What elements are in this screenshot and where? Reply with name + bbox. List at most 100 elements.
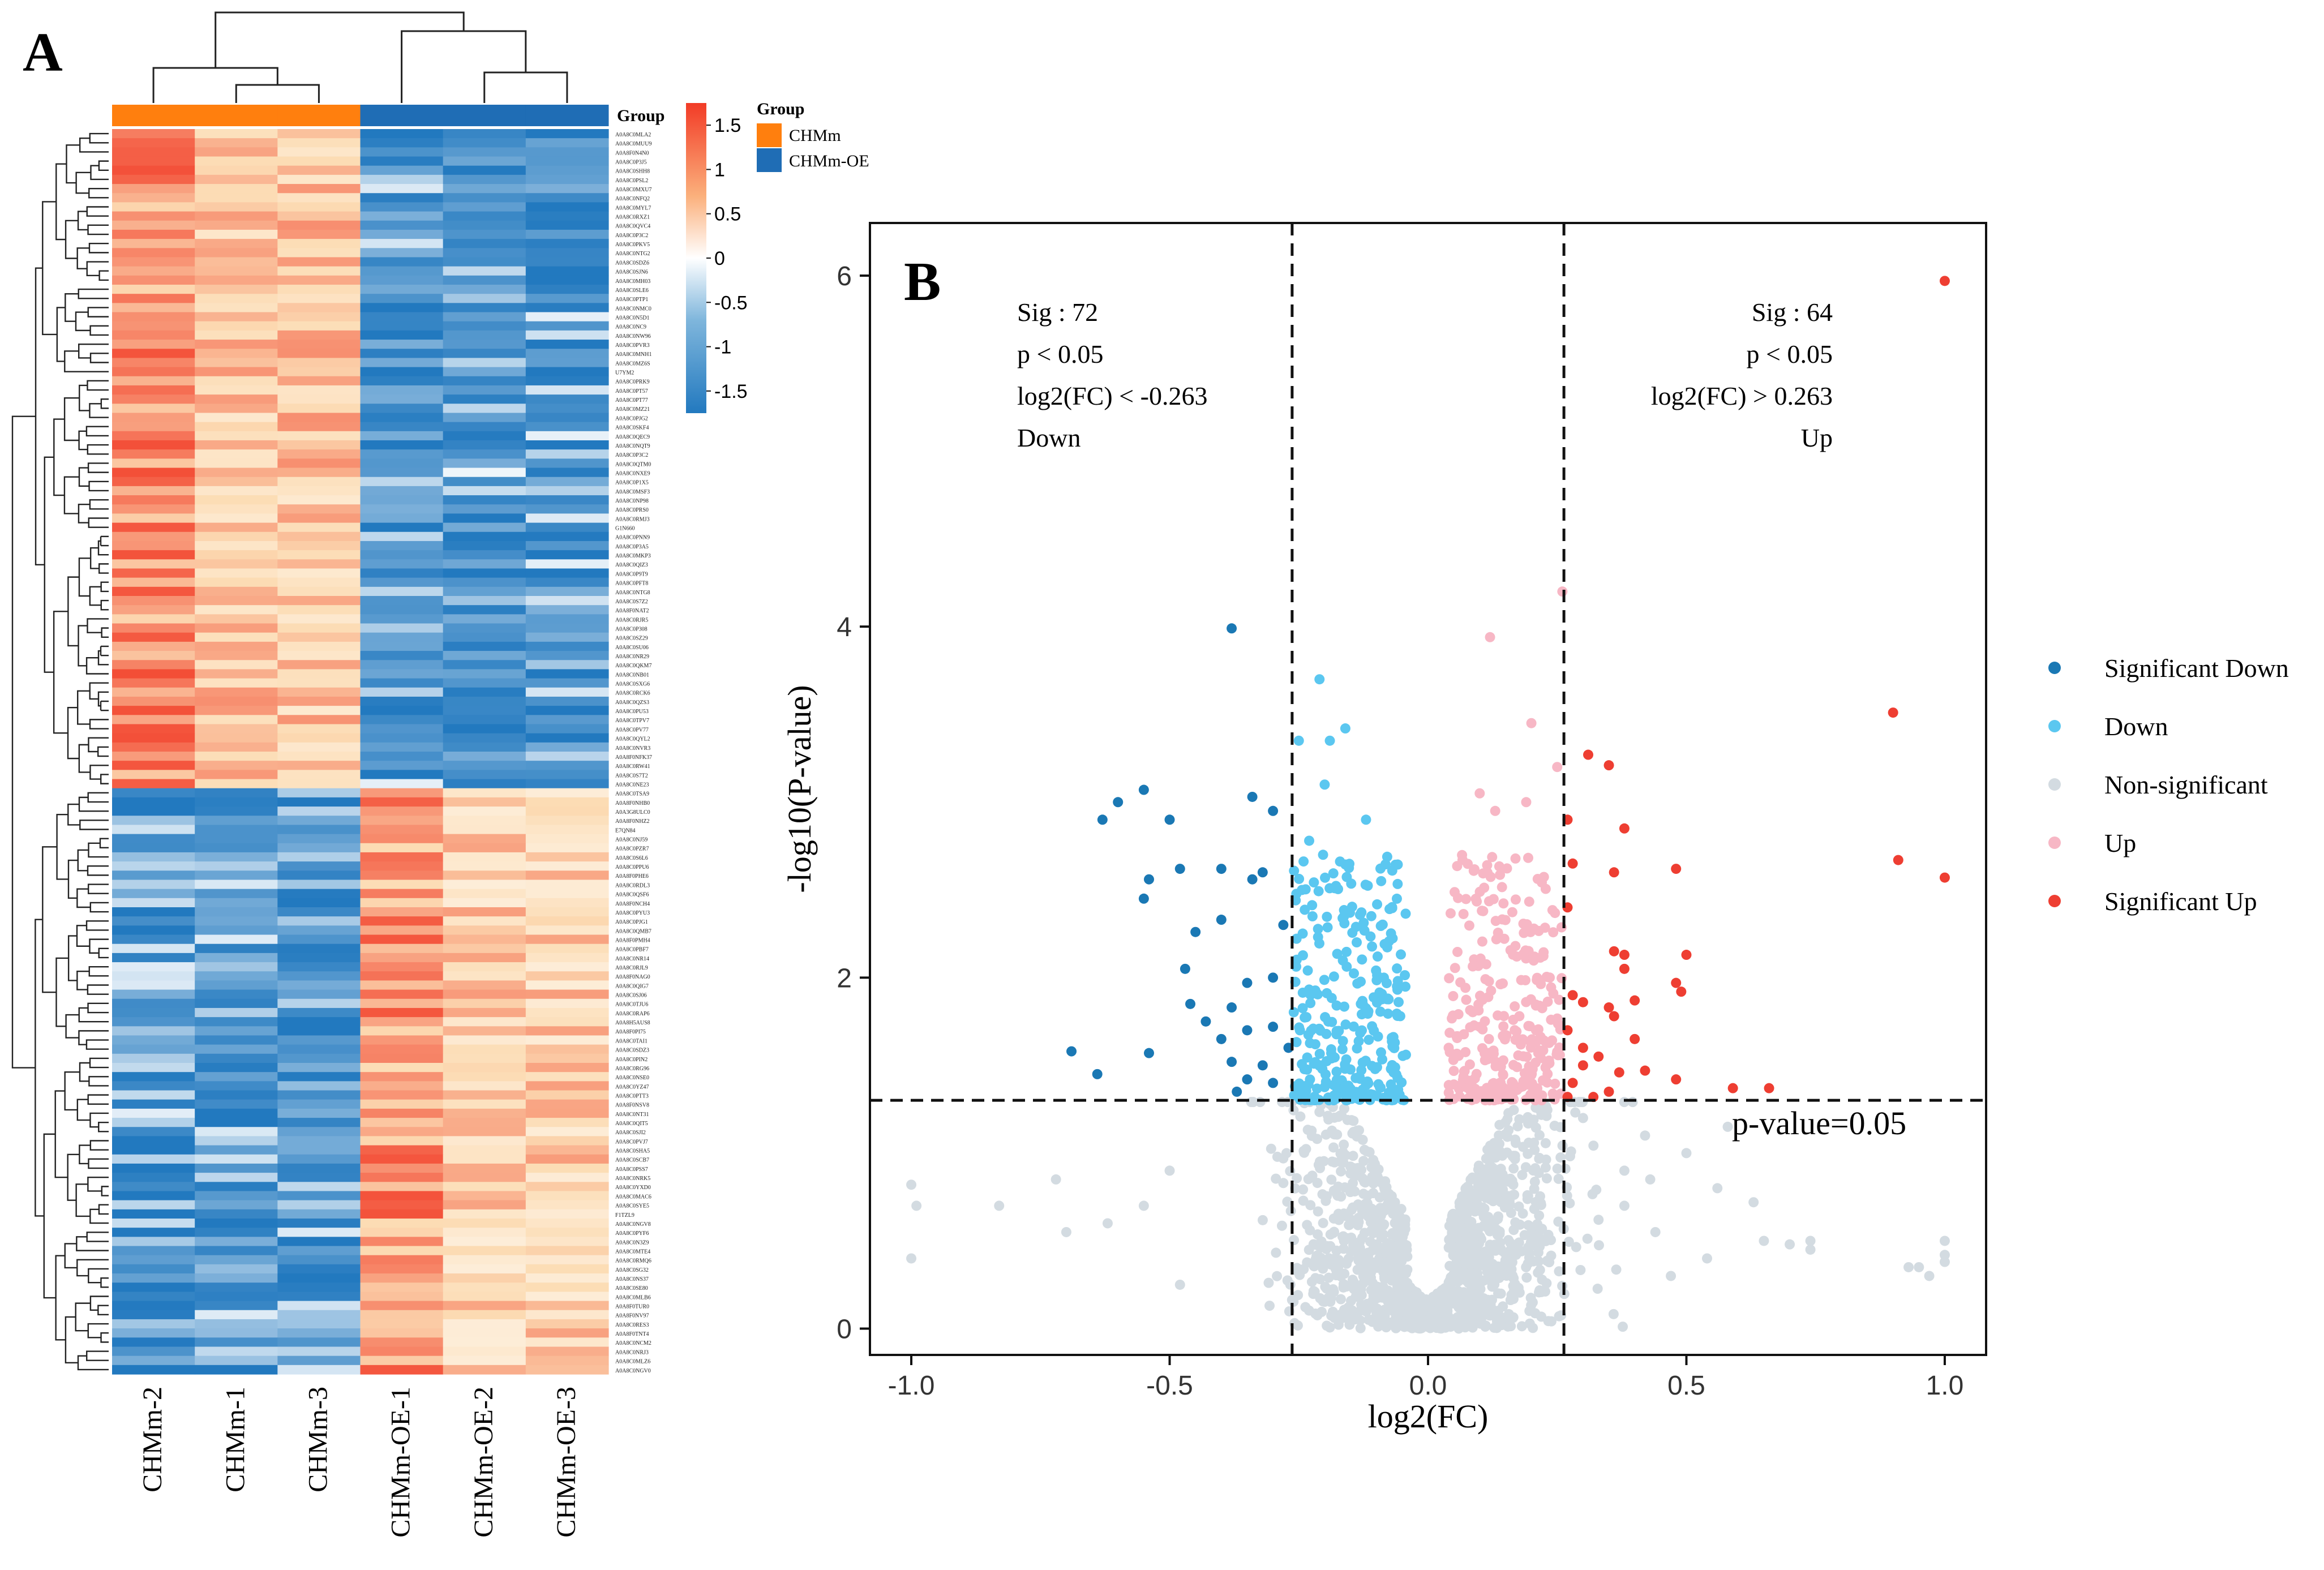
colorbar-ticks: 1.510.50-0.5-1-1.5 <box>706 115 748 402</box>
heatmap-cell <box>195 568 278 578</box>
heatmap-cell <box>443 531 526 542</box>
heatmap-cell <box>195 825 278 835</box>
volcano-point <box>1376 876 1387 886</box>
volcano-point <box>1493 928 1503 938</box>
heatmap-cell <box>112 1200 195 1210</box>
heatmap-cell <box>277 275 361 285</box>
heatmap-cell <box>525 1328 609 1338</box>
heatmap-row-label: A0A8F0NAT2 <box>615 608 649 614</box>
dendrogram-branch <box>75 1183 91 1217</box>
volcano-point <box>1372 1091 1383 1101</box>
heatmap-cell <box>112 1017 195 1027</box>
volcano-point <box>1328 1142 1339 1153</box>
volcano-point <box>1314 938 1324 949</box>
heatmap-cell <box>360 971 444 981</box>
volcano-point <box>1264 1301 1275 1311</box>
heatmap-cell <box>360 568 444 578</box>
volcano-point <box>1282 1196 1293 1207</box>
heatmap-cell <box>443 1209 526 1219</box>
volcano-point <box>1366 1285 1377 1296</box>
volcano-point <box>1483 896 1494 907</box>
heatmap-row-labels: A0A8C0MLA2A0A8C0MUU9A0A8F0N4N0A0A8C0P3J5… <box>615 132 652 1374</box>
heatmap-cell <box>277 266 361 276</box>
volcano-point <box>1364 1147 1375 1157</box>
heatmap-cell <box>112 1108 195 1118</box>
volcano-point <box>1302 965 1313 976</box>
volcano-point <box>1180 963 1190 974</box>
volcano-point <box>1301 1012 1312 1023</box>
volcano-point <box>1413 1314 1424 1325</box>
heatmap-cell <box>195 330 278 340</box>
heatmap-cell <box>112 586 195 597</box>
heatmap-cell <box>525 367 609 377</box>
heatmap-cell <box>525 1228 609 1237</box>
heatmap-cell <box>443 1118 526 1127</box>
volcano-point <box>1619 823 1630 834</box>
heatmap-cell <box>360 1145 444 1155</box>
heatmap-cell <box>277 641 361 651</box>
volcano-point <box>1474 990 1485 1001</box>
volcano-point <box>1548 927 1559 938</box>
heatmap-cell <box>525 1200 609 1210</box>
volcano-point <box>1534 1264 1545 1275</box>
volcano-point <box>1216 1033 1227 1044</box>
volcano-point <box>1603 1086 1614 1097</box>
heatmap-cell <box>443 275 526 285</box>
heatmap-cell <box>360 1108 444 1118</box>
column-dendrogram <box>152 11 568 103</box>
heatmap-cell <box>443 349 526 359</box>
group-legend-label-chmm: CHMm <box>789 126 841 145</box>
heatmap-cell <box>525 706 609 715</box>
volcano-point <box>1339 1268 1350 1279</box>
volcano-point <box>1305 1074 1315 1085</box>
heatmap-cell <box>277 477 361 487</box>
volcano-point <box>1348 1021 1359 1032</box>
volcano-point <box>1397 1050 1408 1061</box>
volcano-point <box>1355 1323 1366 1333</box>
heatmap-row-label: A0A8F0N4N0 <box>615 150 649 156</box>
heatmap-cell <box>360 724 444 734</box>
heatmap-row-label: A0A8C0PV77 <box>615 727 649 733</box>
heatmap-cell <box>112 1219 195 1228</box>
heatmap-cell <box>360 1053 444 1063</box>
heatmap-cell <box>525 1007 609 1018</box>
volcano-point <box>1102 1218 1113 1229</box>
heatmap-column-labels: CHMm-2 CHMm-1 CHMm-3 CHMm-OE-1 CHMm-OE-2 CHMm… <box>138 1387 581 1538</box>
heatmap-cell <box>360 623 444 633</box>
volcano-point <box>1510 1151 1520 1161</box>
heatmap-cell <box>277 138 361 148</box>
heatmap-cell <box>195 129 278 139</box>
heatmap-cell <box>360 358 444 368</box>
heatmap-cell <box>112 916 195 926</box>
heatmap-row-label: A0A8C0MZ6S <box>615 361 650 367</box>
volcano-point <box>1461 1082 1472 1093</box>
volcano-point <box>1276 1220 1287 1231</box>
heatmap-cell <box>195 1301 278 1311</box>
heatmap-cell <box>277 1173 361 1182</box>
volcano-point <box>1507 1078 1518 1088</box>
heatmap-cell <box>277 174 361 185</box>
heatmap-cell <box>443 285 526 294</box>
heatmap-row-label: A0A8C0SYE5 <box>615 1203 649 1209</box>
volcano-point <box>1519 1230 1530 1241</box>
heatmap-cell <box>195 880 278 890</box>
volcano-point <box>1445 908 1456 919</box>
volcano-point <box>1470 894 1481 904</box>
heatmap-cell <box>525 1044 609 1054</box>
heatmap-cell <box>525 257 609 267</box>
volcano-point <box>1593 1215 1604 1225</box>
heatmap-cell <box>443 889 526 899</box>
heatmap-cell <box>277 531 361 542</box>
heatmap-cell <box>525 843 609 853</box>
heatmap-cell <box>360 1282 444 1293</box>
volcano-point <box>1498 1021 1509 1032</box>
heatmap-cell <box>443 1264 526 1274</box>
volcano-point <box>1490 805 1500 816</box>
volcano-point <box>1328 868 1339 879</box>
heatmap-cell <box>195 367 278 377</box>
volcano-point <box>1263 1277 1274 1288</box>
heatmap-cell <box>112 440 195 450</box>
heatmap-cell <box>277 385 361 395</box>
heatmap-cell <box>525 586 609 597</box>
heatmap-cell <box>525 229 609 239</box>
